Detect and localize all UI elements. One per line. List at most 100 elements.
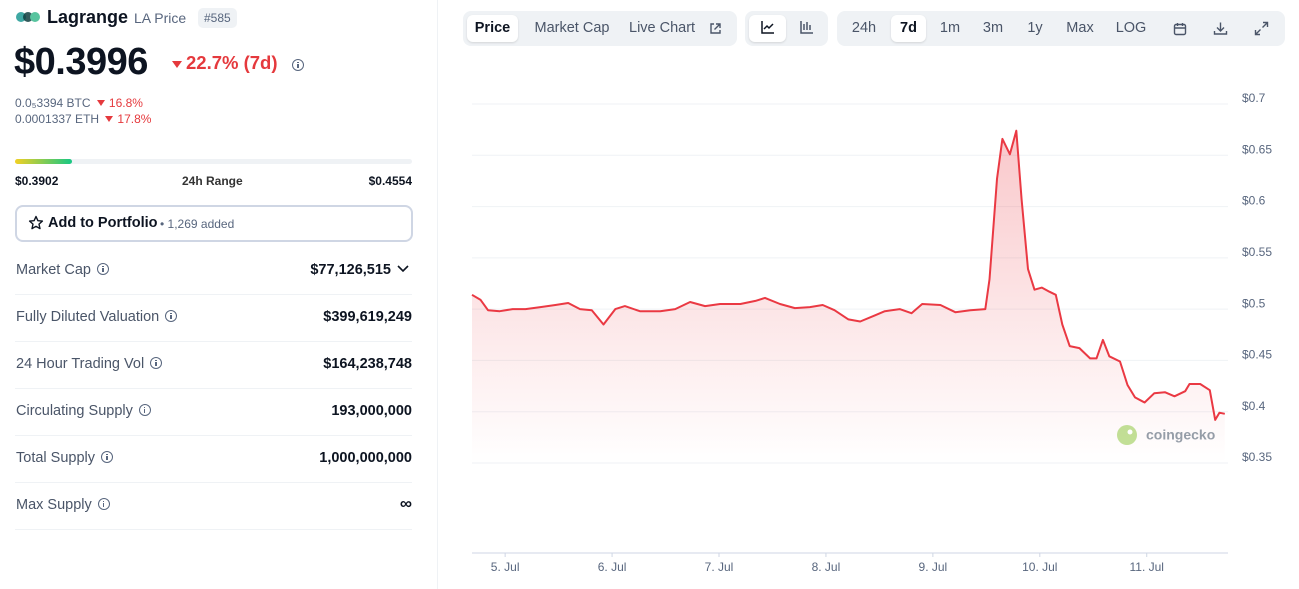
tab-market-cap[interactable]: Market Cap — [534, 20, 610, 36]
x-tick-label: 7. Jul — [705, 560, 734, 574]
divider — [437, 0, 438, 589]
stat-value: $77,126,515 — [310, 262, 410, 278]
coin-name: Lagrange — [47, 7, 129, 27]
range-label: 24h Range — [182, 174, 243, 188]
y-tick-label: $0.6 — [1242, 194, 1266, 208]
info-icon[interactable] — [138, 404, 151, 416]
stat-label-text: Total Supply — [16, 450, 95, 466]
range-low: $0.3902 — [15, 174, 59, 188]
price-chart: $0.35 $0.4 $0.45 $0.5 $0.55 $0.6 $0.65 $0.7 5. J… — [471, 91, 1272, 574]
fullscreen-icon[interactable] — [1254, 21, 1269, 36]
range-button[interactable]: 3m — [982, 20, 1004, 36]
x-tick-label: 11. Jul — [1129, 560, 1163, 574]
stat-label: Circulating Supply — [16, 403, 151, 419]
tab-price[interactable]: Price — [467, 15, 518, 42]
coin-symbol: LA Price — [134, 10, 187, 26]
y-tick-label: $0.65 — [1242, 142, 1272, 156]
info-icon[interactable] — [96, 263, 109, 275]
x-tick-label: 5. Jul — [491, 560, 520, 574]
watermark-logo — [1117, 425, 1137, 445]
info-icon[interactable] — [101, 451, 113, 463]
price-change: 22.7% (7d) — [172, 52, 278, 74]
stat-row: Circulating Supply 193,000,000 — [15, 388, 412, 436]
stat-value: 193,000,000 — [331, 403, 412, 419]
line-icon — [760, 21, 774, 34]
star-icon — [28, 215, 44, 230]
stat-label-text: Circulating Supply — [16, 403, 133, 419]
tab-live-chart[interactable]: Live Chart — [629, 20, 696, 36]
candle-chart-button[interactable] — [788, 15, 825, 42]
stat-value: 1,000,000,000 — [319, 450, 412, 466]
x-tick-label: 8. Jul — [812, 560, 841, 574]
info-icon[interactable] — [292, 59, 304, 71]
chart-style-toggle — [745, 11, 828, 46]
price: $0.3996 — [14, 41, 148, 83]
stat-row: Max Supply ∞ — [15, 482, 412, 530]
y-tick-label: $0.55 — [1242, 245, 1272, 259]
add-portfolio-label: Add to Portfolio — [48, 215, 158, 231]
rank-badge: #585 — [198, 8, 237, 28]
stat-value-text: $77,126,515 — [310, 262, 391, 278]
stat-label: Total Supply — [16, 450, 113, 466]
range-bar — [15, 159, 412, 164]
y-tick-label: $0.7 — [1242, 91, 1266, 105]
external-link-icon — [710, 23, 721, 34]
view-tabs: Price Market Cap Live Chart — [463, 11, 737, 46]
y-tick-label: $0.4 — [1242, 399, 1266, 413]
portfolio-count: • 1,269 added — [160, 217, 235, 231]
candle-icon — [799, 21, 813, 34]
btc-value: 0.0₅3394 BTC — [15, 96, 91, 110]
stat-label-text: 24 Hour Trading Vol — [16, 356, 145, 372]
chevron-icon[interactable] — [396, 264, 410, 274]
stat-label: Max Supply — [16, 497, 110, 513]
download-icon[interactable] — [1213, 21, 1228, 36]
price-line — [471, 129, 1225, 421]
range-button[interactable]: 1y — [1027, 20, 1043, 36]
x-tick-label: 10. Jul — [1022, 560, 1057, 574]
y-tick-label: $0.45 — [1242, 348, 1272, 362]
price-change-text: 22.7% (7d) — [186, 52, 278, 73]
coin-logo — [16, 12, 40, 22]
calendar-icon[interactable] — [1173, 22, 1187, 36]
stat-label-text: Market Cap — [16, 262, 91, 278]
stat-row: Total Supply 1,000,000,000 — [15, 435, 412, 483]
info-icon[interactable] — [165, 310, 178, 322]
y-tick-label: $0.5 — [1242, 296, 1266, 310]
stat-label: Fully Diluted Valuation — [16, 309, 178, 325]
line-chart-button[interactable] — [749, 15, 786, 42]
log-button[interactable]: LOG — [1115, 20, 1147, 36]
stat-row: Fully Diluted Valuation $399,619,249 — [15, 294, 412, 342]
x-tick-label: 6. Jul — [598, 560, 627, 574]
x-tick-label: 9. Jul — [919, 560, 948, 574]
range-button[interactable]: 7d — [891, 15, 926, 42]
stat-value: $164,238,748 — [323, 356, 412, 372]
eth-change: 17.8% — [117, 112, 152, 126]
stat-label: Market Cap — [16, 262, 109, 278]
btc-price: 0.0₅3394 BTC 16.8% — [15, 96, 143, 110]
info-icon[interactable] — [150, 357, 163, 369]
watermark-logo-eye — [1127, 429, 1133, 435]
watermark-text: coingecko — [1146, 427, 1215, 443]
eth-value: 0.0001337 ETH — [15, 112, 100, 126]
stat-label-text: Fully Diluted Valuation — [16, 309, 160, 325]
stat-row: Market Cap $77,126,515 — [15, 247, 412, 295]
watermark: coingecko — [1117, 425, 1215, 445]
y-tick-label: $0.35 — [1242, 450, 1272, 464]
range-button[interactable]: Max — [1066, 20, 1094, 36]
btc-change: 16.8% — [108, 96, 143, 110]
range-high: $0.4554 — [368, 174, 412, 188]
range-button[interactable]: 1m — [939, 20, 961, 36]
stat-value: ∞ — [399, 494, 412, 513]
add-portfolio-button[interactable]: Add to Portfolio • 1,269 added — [15, 205, 413, 242]
range-fill — [15, 159, 72, 164]
price-area — [472, 130, 1225, 463]
eth-price: 0.0001337 ETH 17.8% — [15, 112, 151, 126]
stat-label-text: Max Supply — [16, 497, 92, 513]
stat-value: $399,619,249 — [323, 309, 412, 325]
stat-row: 24 Hour Trading Vol $164,238,748 — [15, 341, 412, 389]
range-tabs: 24h 7d 1m 3m 1y Max LOG — [837, 11, 1285, 46]
info-icon[interactable] — [97, 498, 110, 510]
range-button[interactable]: 24h — [851, 20, 877, 36]
stat-label: 24 Hour Trading Vol — [16, 356, 163, 372]
